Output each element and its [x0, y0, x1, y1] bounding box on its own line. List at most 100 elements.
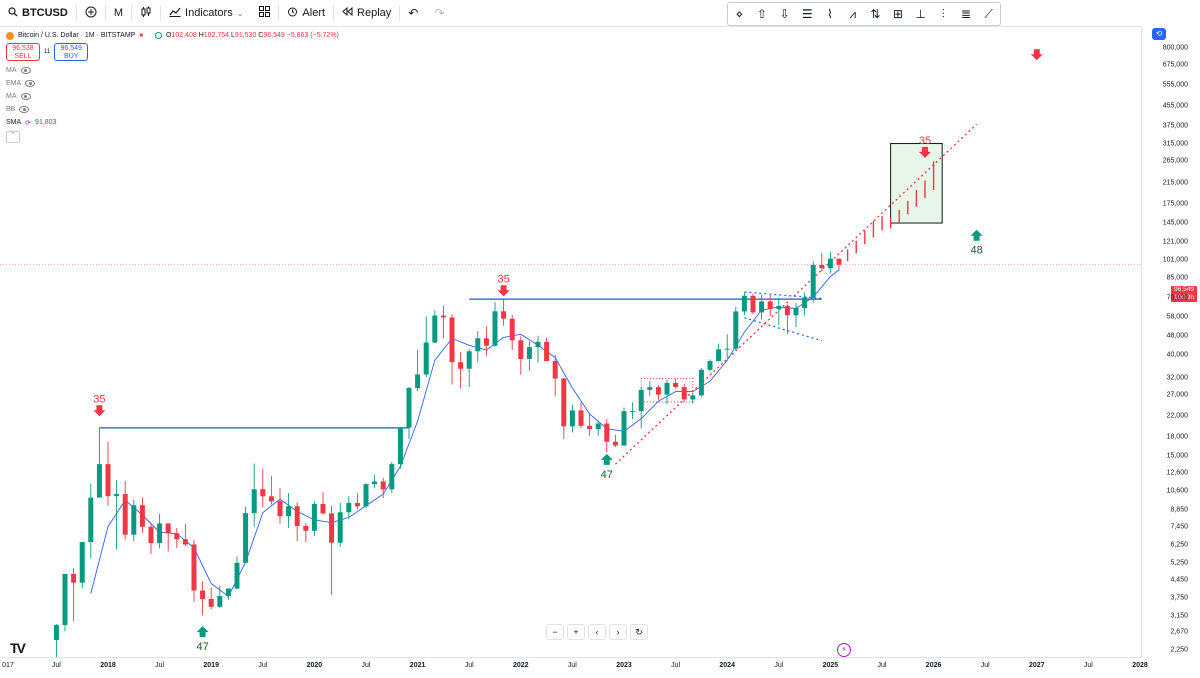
indicators-button[interactable]: Indicators ⌄	[161, 0, 251, 26]
trend-line-icon[interactable]: ⟋	[984, 6, 993, 21]
undo-button[interactable]: ↶	[400, 0, 426, 26]
indicator-ma-2[interactable]: MA	[6, 90, 339, 103]
candle-body	[311, 504, 317, 531]
arrow-down-icon[interactable]: ⇩	[779, 7, 790, 21]
indicator-name: MA	[6, 67, 17, 74]
fib-icon[interactable]: ☰	[801, 7, 813, 21]
close-value: 96,549	[263, 32, 285, 39]
price-axis-label: 375,000	[1162, 122, 1188, 130]
eye-icon[interactable]	[25, 80, 36, 87]
chart-type-button[interactable]	[132, 0, 160, 26]
indicator-ma[interactable]: MA	[6, 64, 339, 77]
lightning-icon[interactable]: ⚡	[837, 643, 851, 657]
scale-settings-button[interactable]: ⟲	[1152, 28, 1166, 40]
grid-icon	[259, 6, 271, 20]
candle-body	[741, 295, 747, 312]
candle-body	[122, 494, 128, 535]
candle-body	[716, 349, 722, 362]
candle-body	[389, 464, 395, 490]
buy-label: BUY	[64, 53, 79, 60]
time-axis[interactable]: 017 Jul 2018 Jul 2019 Jul 2020 Jul 2021 Jul 2022 Ju…	[0, 657, 1148, 678]
candle-body	[836, 258, 842, 265]
close-label: C	[258, 32, 264, 39]
indicator-ema[interactable]: EMA	[6, 77, 339, 90]
candle-body	[578, 410, 584, 426]
candle-body	[114, 494, 120, 497]
price-axis-label: 32,000	[1166, 374, 1188, 382]
time-axis-label: 2019	[203, 662, 219, 669]
reset-chart-button[interactable]: ↻	[630, 624, 648, 640]
arrow-up-icon[interactable]: ⇧	[756, 7, 768, 21]
candle-body	[690, 395, 696, 400]
price-axis[interactable]: 96,549 19d 9h 800,000 675,000 555,000 455,0…	[1141, 26, 1200, 657]
fib-channel-icon[interactable]: ≣	[960, 7, 971, 21]
layout-button[interactable]	[251, 0, 278, 26]
indicator-list: MA EMA MA BB SMA ⟳ 91,803	[6, 64, 339, 129]
scroll-right-button[interactable]: ›	[609, 624, 627, 640]
bars-pattern-icon[interactable]: ⫶	[941, 6, 945, 21]
time-axis-label: 2023	[616, 662, 632, 669]
symbol-search[interactable]: BTCUSD	[0, 0, 76, 26]
candle-body	[673, 382, 679, 388]
redo-icon: ↷	[434, 6, 445, 20]
alert-button[interactable]: Alert	[279, 0, 333, 26]
collapse-legend-button[interactable]: ⌃	[6, 131, 20, 143]
chevron-down-icon: ⌄	[236, 8, 244, 18]
price-axis-label: 121,000	[1162, 238, 1188, 246]
indicator-bb[interactable]: BB	[6, 103, 339, 116]
eye-icon[interactable]	[20, 93, 31, 100]
indicator-sma[interactable]: SMA ⟳ 91,803	[6, 116, 339, 129]
candle-body	[251, 489, 257, 514]
price-axis-label: 2,670	[1170, 628, 1188, 636]
scroll-left-button[interactable]: ‹	[588, 624, 606, 640]
candle-body	[664, 382, 670, 395]
pattern-icon[interactable]: ⌇	[827, 7, 833, 21]
zigzag-icon[interactable]: ⩘	[849, 6, 856, 21]
divider	[399, 5, 401, 21]
candle-body	[286, 506, 292, 517]
price-chart[interactable]: 35 47 35 47 35 48	[0, 26, 1142, 657]
open-label: O	[165, 32, 172, 39]
candle-body	[802, 297, 808, 308]
close-icon[interactable]: ■	[139, 32, 143, 39]
legend-title[interactable]: Bitcoin / U.S. Dollar · 1M · BITSTAMP	[18, 32, 136, 39]
diamond-icon[interactable]: ⋄	[735, 7, 744, 21]
zoom-in-button[interactable]: +	[567, 624, 585, 640]
price-axis-label: 40,000	[1166, 351, 1188, 359]
buy-price: 96,549	[60, 45, 82, 52]
candles-icon	[140, 6, 152, 21]
open-value: 102,408	[171, 32, 197, 39]
candle-body	[62, 573, 68, 626]
divider	[160, 5, 162, 21]
replay-button[interactable]: Replay	[334, 0, 399, 26]
tradingview-logo[interactable]: TV	[10, 640, 26, 656]
zoom-out-button[interactable]: −	[546, 624, 564, 640]
price-axis-label: 3,750	[1170, 594, 1188, 602]
time-axis-label: 017	[2, 662, 14, 669]
redo-button[interactable]: ↷	[426, 0, 452, 26]
forecast-icon[interactable]: ⇅	[870, 7, 881, 21]
measure-icon[interactable]: ⊥	[915, 7, 926, 21]
sell-button[interactable]: 96,538 SELL	[6, 43, 40, 61]
candle-body	[243, 513, 249, 563]
candle-body	[750, 295, 756, 313]
eye-icon[interactable]	[19, 106, 30, 113]
candle-body	[475, 338, 481, 352]
price-axis-label: 675,000	[1162, 61, 1188, 69]
compare-button[interactable]	[77, 0, 105, 26]
marker-count-label: 35	[497, 273, 509, 285]
interval-button[interactable]: M	[106, 0, 131, 26]
price-axis-label: 175,000	[1162, 200, 1188, 208]
time-axis-label: Jul	[464, 662, 474, 669]
ohlc-values: O102,408 H102,754 L91,530 C96,549 −5,863…	[166, 32, 339, 39]
candle-body	[182, 539, 188, 545]
marker-count-label: 47	[601, 469, 613, 481]
time-axis-label: Jul	[258, 662, 268, 669]
candle-body	[526, 347, 532, 359]
candle-body	[88, 497, 94, 543]
buy-button[interactable]: 96,549 BUY	[54, 43, 89, 61]
candle-body	[552, 361, 558, 379]
long-position-icon[interactable]: ⊞	[892, 7, 903, 21]
eye-icon[interactable]	[20, 67, 31, 74]
triangle-lower-line	[744, 317, 822, 342]
